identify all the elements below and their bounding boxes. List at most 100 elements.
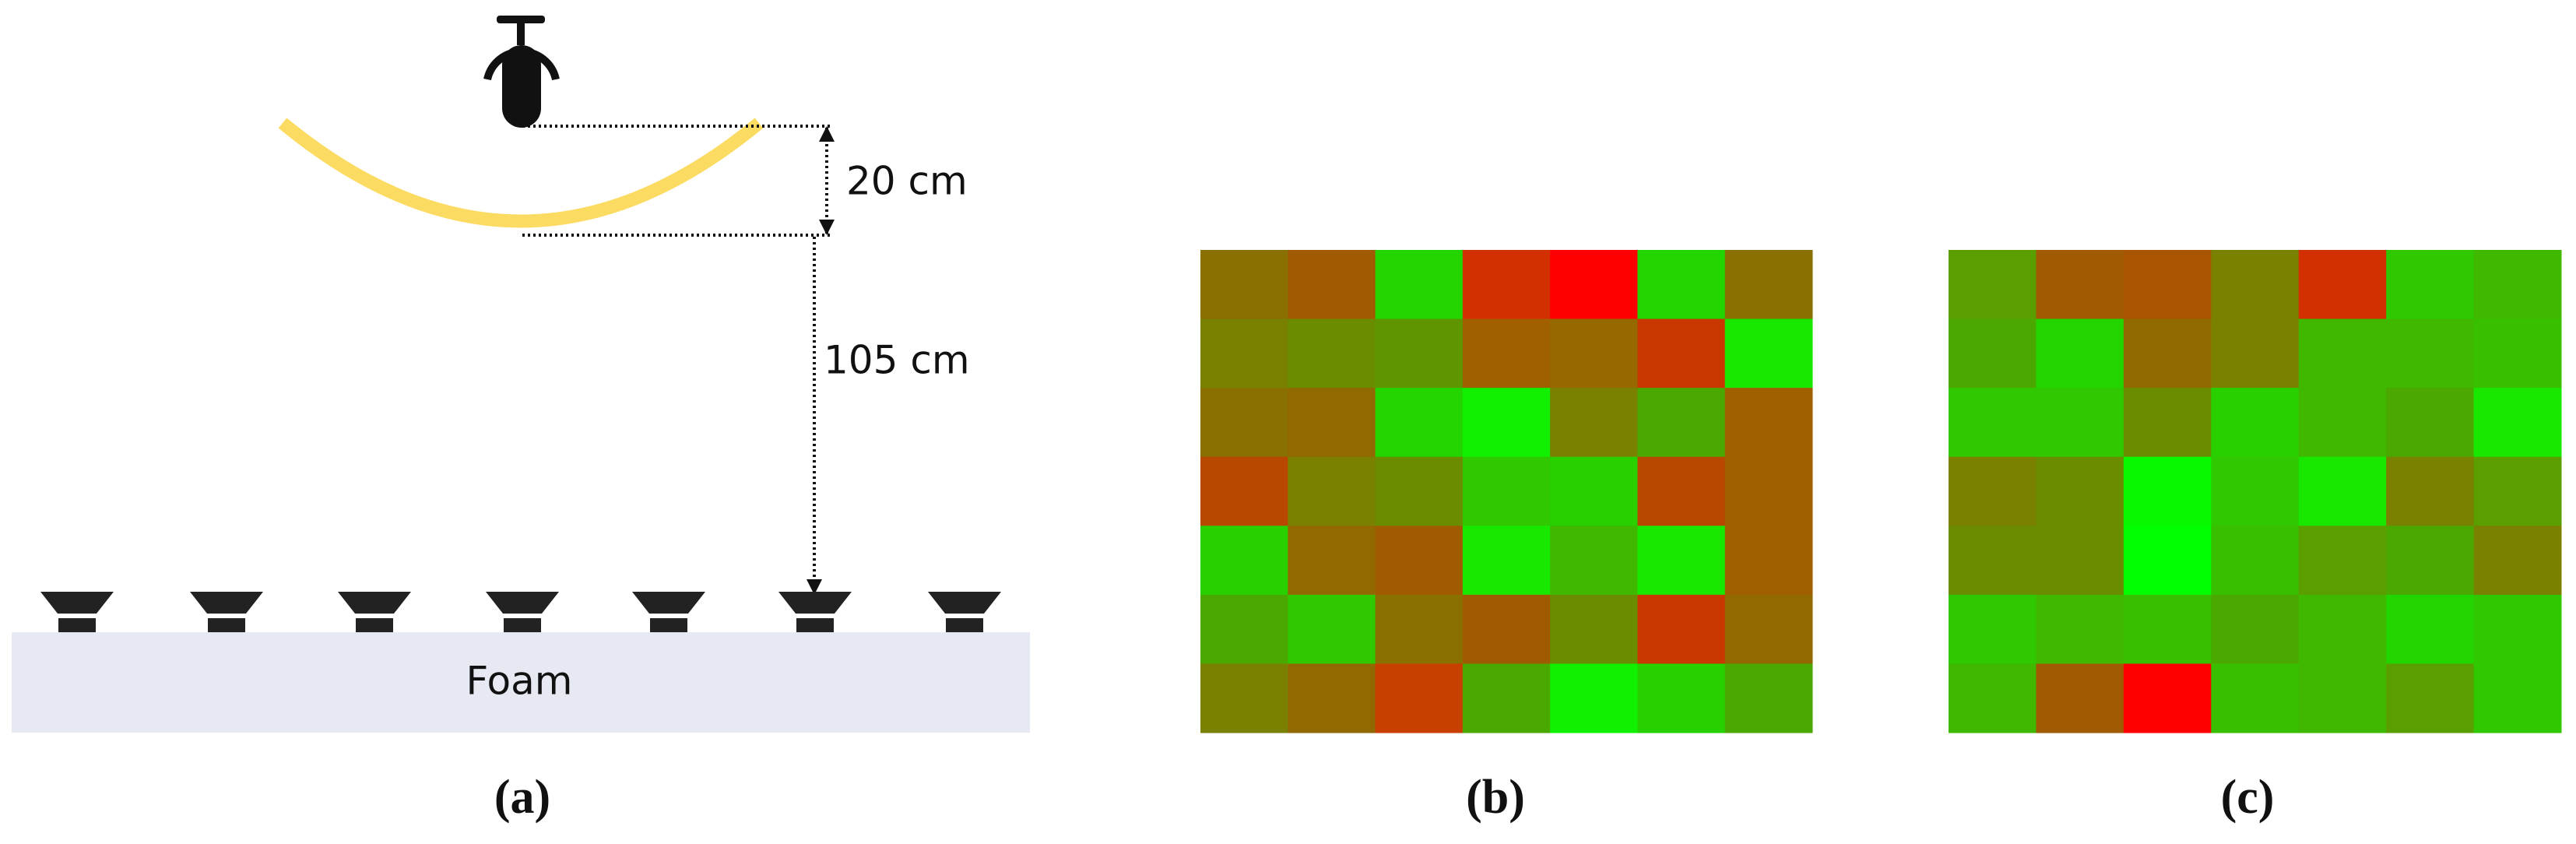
- heatmap-cell: [2036, 388, 2124, 458]
- heatmap-cell: [2123, 456, 2212, 526]
- heatmap-cell: [2211, 388, 2300, 458]
- heatmap-cell: [2473, 594, 2562, 664]
- heatmap-cell: [2386, 388, 2475, 458]
- heatmap-cell: [1288, 250, 1376, 320]
- heatmap-cell: [2123, 388, 2212, 458]
- distance-label: 105 cm: [824, 338, 970, 383]
- heatmap-cell: [1288, 594, 1376, 664]
- heatmap-cell: [1550, 318, 1638, 389]
- heatmap-cell: [1200, 250, 1288, 320]
- heatmap-cell: [2473, 388, 2562, 458]
- heatmap-cell: [1200, 388, 1288, 458]
- heatmap-cell: [2036, 526, 2124, 596]
- heatmap-cell: [1462, 388, 1551, 458]
- heatmap-cell: [1200, 526, 1288, 596]
- heatmap-cell: [1550, 594, 1638, 664]
- heatmap-cell: [1550, 526, 1638, 596]
- heatmap-cell: [1724, 250, 1813, 320]
- heatmap-cell: [1949, 456, 2037, 526]
- heatmap-cell: [1288, 388, 1376, 458]
- heatmap-cell: [1637, 250, 1726, 320]
- heatmap-cell: [1288, 526, 1376, 596]
- heatmap-cell: [1288, 663, 1376, 733]
- heatmap-cell: [1375, 594, 1464, 664]
- heatmap-cell: [2298, 456, 2387, 526]
- heatmap-cell: [1949, 594, 2037, 664]
- heatmap-cell: [1288, 456, 1376, 526]
- heatmap-cell: [2473, 250, 2562, 320]
- heatmap-cell: [1200, 594, 1288, 664]
- heatmap-cell: [2386, 318, 2475, 389]
- heatmap-cell: [1949, 250, 2037, 320]
- heatmap-cell: [1949, 318, 2037, 389]
- heatmap-cell: [2036, 594, 2124, 664]
- heatmap-cell: [1637, 318, 1726, 389]
- heatmap-cell: [2211, 663, 2300, 733]
- heatmap-cell: [1550, 250, 1638, 320]
- heatmap-cell: [1724, 594, 1813, 664]
- heatmap-cell: [1462, 318, 1551, 389]
- heatmap-cell: [1200, 456, 1288, 526]
- heatmap-cell: [1375, 663, 1464, 733]
- heatmap-cell: [2036, 250, 2124, 320]
- heatmap-cell: [1200, 318, 1288, 389]
- heatmap-cell: [2211, 526, 2300, 596]
- heatmap-cell: [1724, 526, 1813, 596]
- heatmap-cell: [2036, 318, 2124, 389]
- heatmap-cell: [2123, 250, 2212, 320]
- heatmap-cell: [2123, 594, 2212, 664]
- reflector: [278, 118, 764, 228]
- panel-label: (a): [494, 771, 550, 824]
- lamp-icon: [483, 16, 560, 128]
- heatmap-cell: [2211, 250, 2300, 320]
- heatmap-cell: [1375, 456, 1464, 526]
- heatmap-cell: [1462, 526, 1551, 596]
- heatmap-cell: [1200, 663, 1288, 733]
- heatmap-cell: [1724, 456, 1813, 526]
- speakers: [40, 592, 1001, 632]
- heatmap-cell: [1949, 388, 2037, 458]
- heatmap-cell: [1375, 388, 1464, 458]
- heatmap-cell: [2123, 663, 2212, 733]
- heatmap-cell: [1550, 456, 1638, 526]
- heatmap-cell: [2386, 250, 2475, 320]
- heatmap-cell: [2386, 526, 2475, 596]
- heatmap-cell: [2298, 318, 2387, 389]
- heatmap-cell: [1637, 388, 1726, 458]
- heatmap-cell: [2386, 456, 2475, 526]
- panel-label: (b): [1466, 771, 1525, 824]
- heatmap-cell: [2123, 318, 2212, 389]
- heatmap-cell: [1462, 594, 1551, 664]
- distance-label: 20 cm: [846, 159, 968, 204]
- heatmap-cell: [2473, 456, 2562, 526]
- heatmap-cell: [1637, 456, 1726, 526]
- heatmap-cell: [1637, 663, 1726, 733]
- heatmap-cell: [1375, 250, 1464, 320]
- heatmap-cell: [2473, 318, 2562, 389]
- heatmap-cell: [1288, 318, 1376, 389]
- heatmap-cell: [2123, 526, 2212, 596]
- heatmap-cell: [2473, 526, 2562, 596]
- heatmap-cell: [2473, 663, 2562, 733]
- heatmap-cell: [2386, 594, 2475, 664]
- heatmap-cell: [1550, 663, 1638, 733]
- heatmap-cell: [1462, 456, 1551, 526]
- heatmap-cell: [1949, 526, 2037, 596]
- heatmap-cell: [2298, 526, 2387, 596]
- heatmap-cell: [1724, 318, 1813, 389]
- heatmap-cell: [1637, 594, 1726, 664]
- heatmap-cell: [2036, 456, 2124, 526]
- heatmap-cell: [2211, 594, 2300, 664]
- heatmap-cell: [1724, 388, 1813, 458]
- foam-label: Foam: [466, 659, 573, 704]
- heatmap-cell: [2036, 663, 2124, 733]
- heatmap-cell: [1462, 663, 1551, 733]
- foam-base: [12, 632, 1030, 733]
- heatmap-cell: [1637, 526, 1726, 596]
- heatmap-cell: [2386, 663, 2475, 733]
- heatmap-cell: [2298, 594, 2387, 664]
- heatmap-cell: [1550, 388, 1638, 458]
- heatmap-cell: [1462, 250, 1551, 320]
- heatmap-cell: [1949, 663, 2037, 733]
